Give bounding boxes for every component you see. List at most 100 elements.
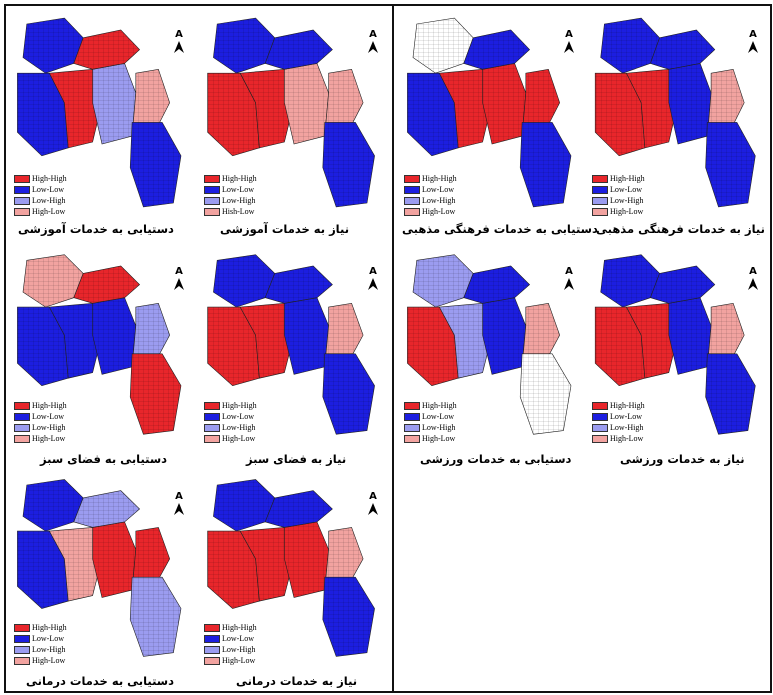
left-frame xyxy=(4,4,394,693)
legend-swatch xyxy=(204,434,220,443)
legend-label: Low-High xyxy=(32,195,66,205)
legend-label: Low-High xyxy=(222,422,256,432)
legend-swatch xyxy=(404,401,420,410)
legend-label: High-Low xyxy=(422,206,456,216)
legend-swatch xyxy=(14,623,30,632)
legend-label: High-Low xyxy=(610,206,644,216)
parcel-lines xyxy=(213,479,275,532)
legend-item-high-low: High-Low xyxy=(204,433,257,444)
legend-label: Low-Low xyxy=(32,633,64,643)
choropleth-map xyxy=(407,17,572,208)
legend-item-low-high: Low-High xyxy=(592,422,645,433)
parcel-lines xyxy=(439,303,492,379)
legend: High-High Low-Low Low-High High-Low xyxy=(14,622,67,666)
parcel-lines xyxy=(207,307,260,386)
legend-item-high-low: High-Low xyxy=(592,433,645,444)
parcel-lines xyxy=(17,531,69,609)
legend-label: High-High xyxy=(222,173,257,183)
north-letter: A xyxy=(565,29,573,40)
legend-swatch xyxy=(592,196,608,205)
map-panel-culture-access: A High-High Low-Low Low-High High-Low xyxy=(398,8,586,243)
legend-label: Low-Low xyxy=(610,411,642,421)
map-caption: نیاز به خدمات آموزشی xyxy=(220,222,350,236)
legend: High-High Low-Low Low-High High-Low xyxy=(204,622,257,666)
legend-label: Low-Low xyxy=(610,184,642,194)
parcel-lines xyxy=(207,531,260,609)
legend-label: High-High xyxy=(422,400,457,410)
legend-label: High-Low xyxy=(222,655,256,665)
legend-swatch xyxy=(14,174,30,183)
legend-swatch xyxy=(204,645,220,654)
choropleth-map xyxy=(17,254,182,435)
parcel-lines xyxy=(17,307,69,386)
legend-item-high-high: High-High xyxy=(592,400,645,411)
parcel-lines xyxy=(92,297,136,375)
parcel-lines xyxy=(240,527,294,602)
legend-swatch xyxy=(204,623,220,632)
map-panel-green-access: A High-High Low-Low Low-High High-Low xyxy=(8,245,196,470)
legend-swatch xyxy=(592,423,608,432)
legend-swatch xyxy=(14,656,30,665)
parcel-lines xyxy=(482,297,526,375)
legend-swatch xyxy=(204,174,220,183)
legend-label: High-High xyxy=(422,173,457,183)
legend-swatch xyxy=(14,196,30,205)
legend-item-high-high: High-High xyxy=(204,400,257,411)
map-panel-culture-need: A High-High Low-Low Low-High High-Low xyxy=(586,8,770,243)
parcel-lines xyxy=(705,353,756,435)
legend-item-high-low: High-Low xyxy=(14,206,67,217)
parcel-lines xyxy=(600,18,660,74)
legend: High-High Low-Low Low-High High-Low xyxy=(14,400,67,444)
north-arrow-icon: A xyxy=(366,30,380,56)
legend-swatch xyxy=(204,401,220,410)
parcel-lines xyxy=(130,577,181,657)
map-panel-sport-need: A High-High Low-Low Low-High High-Low xyxy=(586,245,770,470)
legend-label: High-High xyxy=(32,622,67,632)
legend-label: Low-Low xyxy=(222,411,254,421)
legend-swatch xyxy=(592,412,608,421)
legend-item-high-low: High-Low xyxy=(14,433,67,444)
legend-item-low-low: Low-Low xyxy=(404,411,457,422)
legend-item-low-high: Low-High xyxy=(14,422,67,433)
map-panel-education-need: A High-High Low-Low Low-High Hish-Low xyxy=(198,8,390,243)
parcel-lines xyxy=(407,307,459,386)
legend-item-high-low: High-Low xyxy=(592,206,645,217)
parcel-lines xyxy=(73,265,140,304)
parcel-lines xyxy=(92,521,136,598)
parcel-lines xyxy=(650,29,715,70)
legend-label: Low-High xyxy=(222,195,256,205)
legend-label: High-Low xyxy=(32,206,66,216)
choropleth-map xyxy=(17,17,182,208)
choropleth-map xyxy=(207,254,375,435)
parcel-lines xyxy=(705,122,756,207)
legend-label: Low-High xyxy=(222,644,256,654)
legend-item-high-high: High-High xyxy=(204,173,257,184)
legend-item-low-low: Low-Low xyxy=(14,411,67,422)
parcel-lines xyxy=(322,577,375,657)
legend-swatch xyxy=(404,185,420,194)
map-caption: دستیابی به خدمات درمانی xyxy=(26,674,175,688)
parcel-lines xyxy=(413,254,474,308)
legend-swatch xyxy=(14,185,30,194)
legend-label: Low-High xyxy=(422,422,456,432)
legend-label: High-Low xyxy=(422,433,456,443)
legend-swatch xyxy=(204,196,220,205)
legend-item-low-low: Low-Low xyxy=(204,411,257,422)
legend-label: Low-Low xyxy=(422,184,454,194)
legend-item-low-low: Low-Low xyxy=(14,633,67,644)
legend-label: High-Low xyxy=(32,655,66,665)
north-arrow-icon: A xyxy=(172,267,186,293)
legend-swatch xyxy=(592,174,608,183)
legend-label: High-High xyxy=(610,400,645,410)
legend-swatch xyxy=(592,401,608,410)
parcel-lines xyxy=(324,69,364,137)
map-caption: نیاز به خدمات درمانی xyxy=(236,674,358,688)
north-letter: A xyxy=(175,29,183,40)
legend-swatch xyxy=(592,185,608,194)
legend-label: High-Low xyxy=(32,433,66,443)
legend-item-low-low: Low-Low xyxy=(592,411,645,422)
legend-label: Low-Low xyxy=(32,184,64,194)
north-arrow-icon: A xyxy=(562,267,576,293)
choropleth-map xyxy=(17,479,182,657)
